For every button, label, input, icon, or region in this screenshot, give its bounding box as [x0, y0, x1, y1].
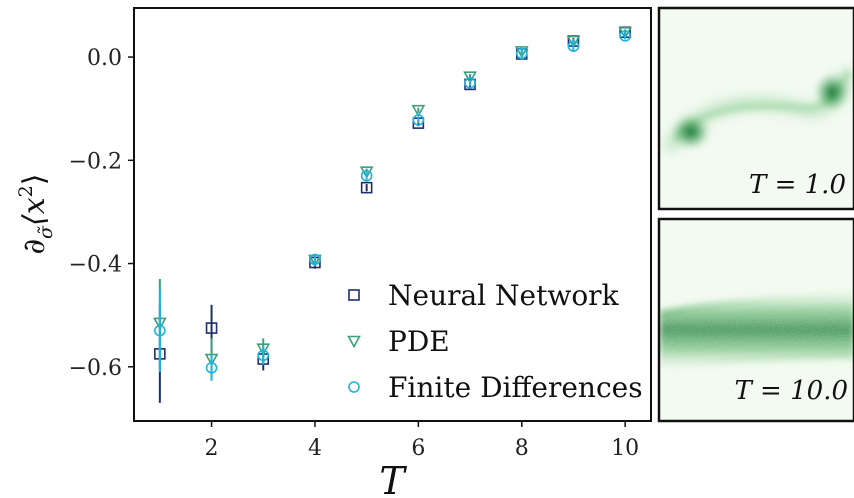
data-point	[463, 71, 477, 84]
x-tick-label: 4	[308, 436, 322, 461]
heatmap-panel-low-t: T = 1.0	[657, 6, 854, 211]
x-tick-label: 6	[411, 436, 425, 461]
legend-label: Neural Network	[388, 279, 620, 312]
data-point	[309, 253, 321, 266]
heatmap-panel-high-t: T = 10.0	[657, 217, 854, 423]
data-point	[412, 114, 425, 126]
heatmap-frame	[657, 217, 854, 423]
data-point	[515, 47, 528, 60]
data-marks	[152, 26, 633, 403]
data-point	[619, 30, 631, 42]
density-blob-left	[671, 114, 711, 150]
data-point	[514, 46, 529, 59]
data-point	[618, 26, 633, 40]
legend-label: Finite Differences	[388, 371, 643, 404]
plot-area	[133, 7, 652, 422]
x-axis-label: T	[379, 459, 407, 498]
panel-label-low-t: T = 1.0	[749, 170, 846, 200]
legend-marker	[347, 335, 361, 349]
x-tick-label: 8	[515, 436, 529, 461]
data-point	[205, 362, 218, 374]
y-label-sup: 2	[15, 185, 37, 197]
y-label-sub: σ̃	[35, 225, 57, 239]
y-label-mid: ⟨x	[17, 197, 52, 226]
y-tick-label: 0.0	[87, 46, 122, 71]
data-point	[567, 40, 580, 53]
legend-marker	[348, 381, 360, 393]
axis-ticks: 2 4 6 8 10 0.0 −0.2 −0.4 −0.6	[69, 46, 640, 461]
density-blob-right	[814, 72, 850, 112]
data-point	[257, 349, 270, 362]
x-tick-label: 10	[611, 436, 639, 461]
data-point	[360, 181, 373, 194]
y-axis-label: ∂σ̃⟨x2⟩	[15, 174, 57, 255]
data-point	[256, 343, 271, 356]
y-tick-label: −0.2	[69, 149, 122, 174]
y-label-partial: ∂	[17, 239, 52, 255]
y-tick-label: −0.6	[69, 356, 122, 381]
data-point	[204, 353, 219, 367]
legend: Neural Network PDE Finite Differences	[347, 279, 643, 404]
series-finite-differences	[154, 30, 631, 381]
legend-label: PDE	[388, 325, 450, 358]
data-point	[360, 169, 373, 182]
data-point	[205, 322, 218, 334]
density-band-grain	[660, 298, 854, 362]
y-tick-label: −0.4	[69, 253, 122, 278]
data-point	[154, 324, 166, 337]
panel-label-high-t: T = 10.0	[734, 376, 848, 406]
data-point	[464, 77, 476, 89]
x-tick-label: 2	[205, 436, 219, 461]
y-label-end: ⟩	[17, 174, 52, 186]
data-point	[411, 104, 426, 118]
legend-marker	[348, 289, 360, 301]
heatmap-frame	[657, 6, 854, 211]
